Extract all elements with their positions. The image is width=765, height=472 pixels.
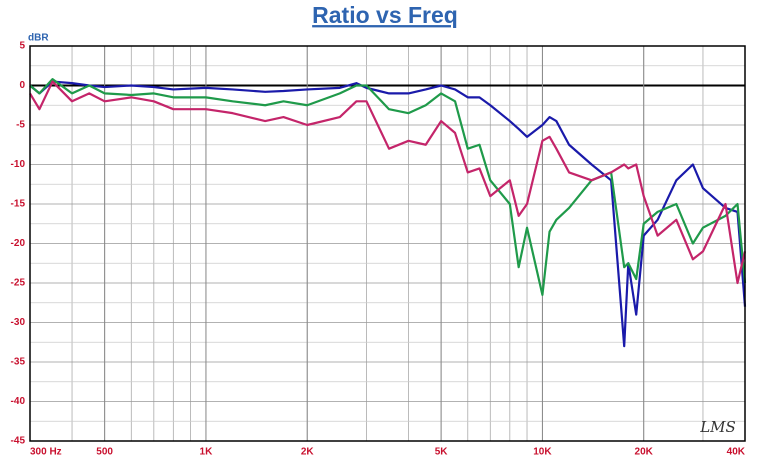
y-tick-label: -30 <box>11 317 26 328</box>
x-tick-label: 40K <box>727 447 746 458</box>
x-tick-label: 2K <box>301 447 315 458</box>
data-line <box>29 78 747 296</box>
y-tick-label: -10 <box>11 159 26 170</box>
y-tick-label: -40 <box>11 396 26 407</box>
y-tick-label: -15 <box>11 199 26 210</box>
y-tick-label: -20 <box>11 238 26 249</box>
x-tick-label: 5K <box>435 447 449 458</box>
y-tick-label: 5 <box>19 41 25 52</box>
plot-border <box>29 45 746 442</box>
data-line <box>29 80 747 285</box>
grid <box>29 45 746 442</box>
x-tick-label: 10K <box>533 447 552 458</box>
x-tick-label: 1K <box>200 447 214 458</box>
data-line <box>29 80 747 348</box>
x-tick-label: 20K <box>635 447 654 458</box>
y-axis-label: dBR <box>28 33 49 44</box>
y-tick-label: -45 <box>11 436 26 447</box>
chart-title: Ratio vs Freq <box>312 2 458 28</box>
y-tick-label: -5 <box>16 120 25 131</box>
x-tick-label: 300 Hz <box>30 447 62 458</box>
y-tick-label: -25 <box>11 278 26 289</box>
lines <box>29 78 747 348</box>
watermark: LMS <box>699 418 736 436</box>
x-tick-label: 500 <box>96 447 113 458</box>
y-tick-label: 0 <box>19 80 25 91</box>
y-tick-label: -35 <box>11 357 26 368</box>
